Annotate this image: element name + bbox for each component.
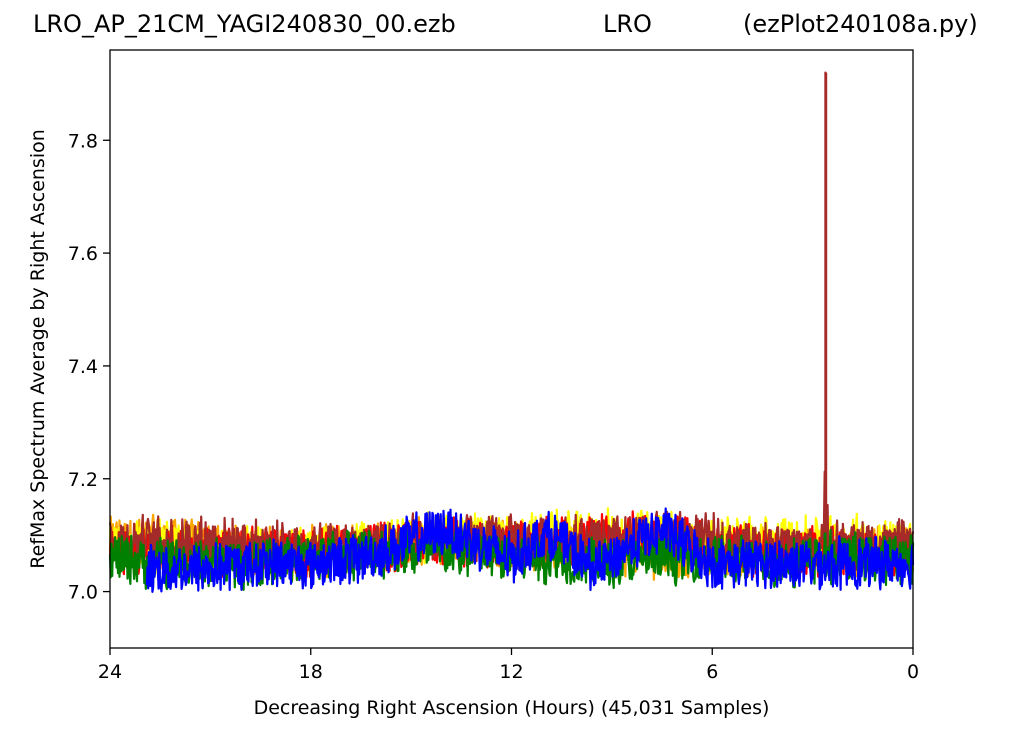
y-tick-label: 7.6 <box>68 243 98 265</box>
x-tick-label: 6 <box>706 661 718 683</box>
chart-script-title: (ezPlot240108a.py) <box>743 10 978 38</box>
y-tick-label: 7.4 <box>68 356 98 378</box>
x-tick-label: 0 <box>907 661 919 683</box>
chart-file-title: LRO_AP_21CM_YAGI240830_00.ezb <box>33 10 456 38</box>
series-line-3 <box>108 71 915 574</box>
series-line-5 <box>145 507 915 594</box>
x-tick-label: 12 <box>499 661 523 683</box>
chart-site-title: LRO <box>603 10 652 38</box>
y-tick-label: 7.8 <box>68 130 98 152</box>
x-tick-label: 24 <box>98 661 122 683</box>
y-axis-ticks: 7.0 7.2 7.4 7.6 7.8 <box>68 130 110 604</box>
x-tick-label: 18 <box>299 661 323 683</box>
x-axis-label: Decreasing Right Ascension (Hours) (45,0… <box>254 697 770 719</box>
y-axis-label: RefMax Spectrum Average by Right Ascensi… <box>27 129 49 569</box>
y-tick-label: 7.2 <box>68 469 98 491</box>
x-axis-ticks: 24 18 12 6 0 <box>98 648 919 683</box>
y-tick-label: 7.0 <box>68 582 98 604</box>
series-layer <box>108 71 915 594</box>
